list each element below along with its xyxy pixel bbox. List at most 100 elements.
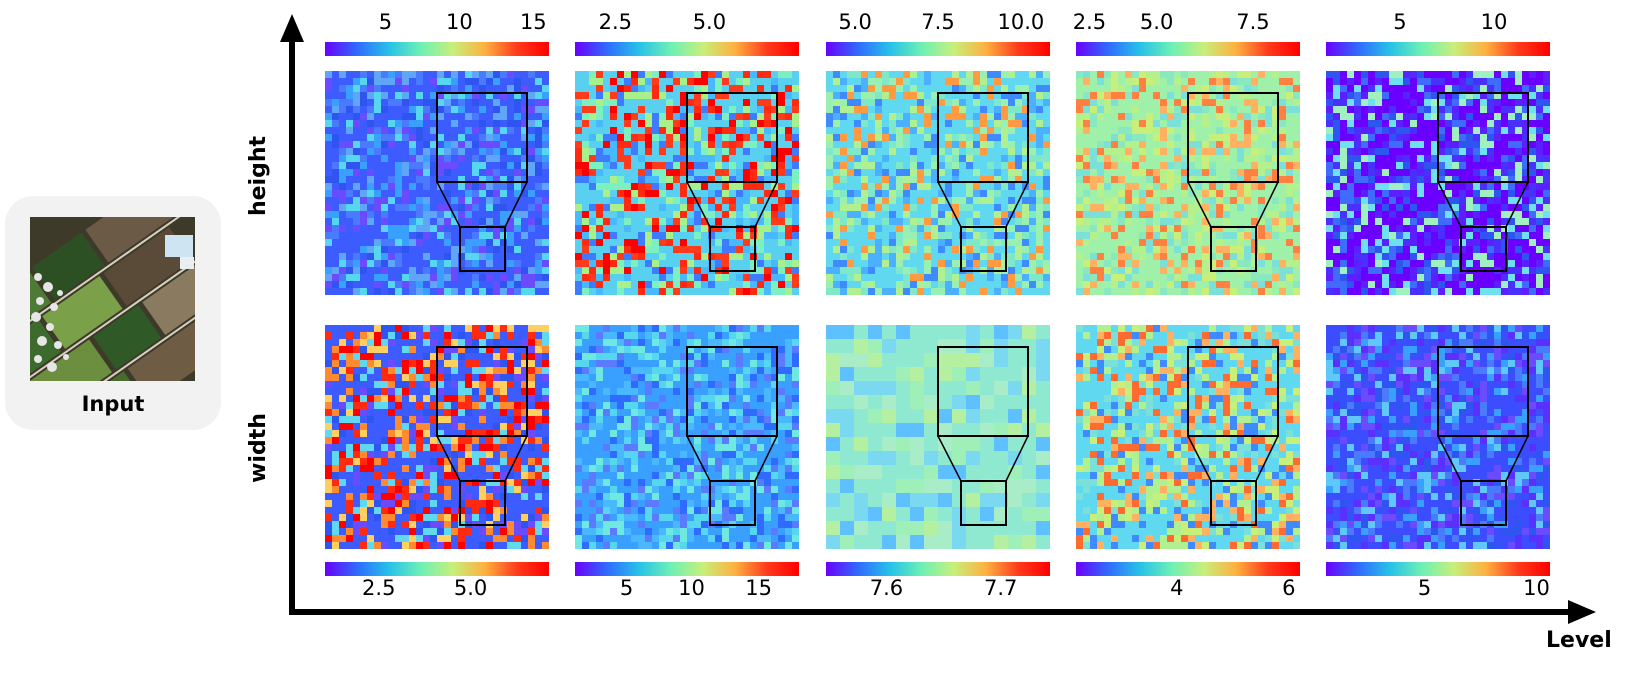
colorbar-tick-label: 4 — [1170, 576, 1184, 600]
row-label-width: width — [246, 413, 271, 483]
zoom-connector-line — [1005, 435, 1029, 482]
zoom-connector-line — [1187, 435, 1212, 482]
colorbar-gradient — [325, 562, 549, 576]
zoom-connector-line — [937, 181, 962, 228]
y-axis-arrowhead — [280, 14, 304, 42]
heatmap-width-level-5 — [1326, 325, 1550, 549]
zoom-connector-line — [1437, 435, 1462, 482]
colorbar-tick-label: 5.0 — [692, 10, 727, 34]
colorbar-tick-label: 7.7 — [984, 576, 1018, 600]
colorbar-gradient — [1326, 42, 1550, 56]
zoom-box-small — [459, 480, 506, 526]
colorbar-top-3: 5.0 7.5 10.0 — [826, 10, 1050, 56]
zoom-connector-line — [754, 181, 778, 228]
zoom-connector-line — [1255, 435, 1279, 482]
zoom-connector-line — [1437, 181, 1462, 228]
zoom-box-large — [686, 346, 778, 437]
zoom-connector-line — [754, 435, 778, 482]
zoom-connector-line — [436, 435, 461, 482]
zoom-box-small — [960, 480, 1007, 526]
colorbar-tick-label: 5 — [619, 576, 634, 600]
colorbar-bottom-1: 2.5 5.0 — [325, 562, 549, 606]
zoom-box-small — [1210, 480, 1257, 526]
heatmap-height-level-2 — [575, 71, 799, 295]
heatmap-width-level-3 — [826, 325, 1050, 549]
zoom-connector-line — [504, 435, 528, 482]
colorbar-tick-label: 10 — [1523, 576, 1550, 600]
zoom-connector-line — [1187, 181, 1212, 228]
zoom-box-small — [1460, 226, 1507, 272]
zoom-box-large — [436, 346, 528, 437]
zoom-connector-line — [1505, 435, 1529, 482]
colorbar-tick-label: 7.5 — [1236, 10, 1270, 34]
colorbar-tick-label: 15 — [745, 576, 773, 600]
zoom-connector-line — [1255, 181, 1279, 228]
zoom-box-small — [709, 480, 756, 526]
colorbar-tick-label: 10.0 — [997, 10, 1045, 34]
zoom-connector-line — [436, 181, 461, 228]
axis-label-level: Level — [1546, 628, 1612, 653]
colorbar-gradient — [575, 42, 799, 56]
colorbar-gradient — [1076, 42, 1300, 56]
colorbar-tick-label: 10 — [446, 10, 473, 34]
zoom-connector-line — [1505, 181, 1529, 228]
colorbar-bottom-5: 5 10 — [1326, 562, 1550, 606]
zoom-connector-line — [504, 181, 528, 228]
colorbar-tick-label: 6 — [1282, 576, 1296, 600]
colorbar-top-4: 2.5 5.0 7.5 — [1072, 10, 1300, 56]
colorbar-gradient — [1076, 562, 1300, 576]
colorbar-tick-label: 5.0 — [838, 10, 872, 34]
colorbar-tick-label: 2.5 — [362, 576, 396, 600]
colorbar-tick-label: 7.6 — [869, 576, 904, 600]
colorbar-gradient — [1326, 562, 1550, 576]
zoom-connector-line — [686, 181, 711, 228]
zoom-box-small — [1460, 480, 1507, 526]
zoom-box-small — [459, 226, 506, 272]
colorbar-tick-label: 5.0 — [453, 576, 488, 600]
colorbar-bottom-2: 5 10 15 — [575, 562, 799, 606]
colorbar-tick-label: 15 — [519, 10, 547, 34]
colorbar-gradient — [826, 42, 1050, 56]
colorbar-tick-label: 2.5 — [598, 10, 633, 34]
colorbar-gradient — [575, 562, 799, 576]
colorbar-top-5: 5 10 — [1326, 10, 1550, 56]
colorbar-top-1: 5 10 15 — [325, 10, 549, 56]
input-label: Input — [81, 392, 145, 416]
colorbar-tick-label: 2.5 — [1072, 10, 1107, 34]
heatmap-width-level-2 — [575, 325, 799, 549]
colorbar-tick-label: 5 — [1417, 576, 1432, 600]
x-axis-arrowhead — [1568, 600, 1596, 624]
colorbar-tick-label: 5.0 — [1139, 10, 1174, 34]
colorbar-bottom-3: 7.6 7.7 — [826, 562, 1050, 606]
colorbar-tick-label: 10 — [678, 576, 705, 600]
colorbar-gradient — [325, 42, 549, 56]
zoom-box-large — [937, 346, 1029, 437]
zoom-box-large — [436, 92, 528, 183]
heatmap-height-level-3 — [826, 71, 1050, 295]
zoom-box-large — [1437, 346, 1529, 437]
zoom-connector-line — [686, 435, 711, 482]
zoom-box-large — [1187, 92, 1279, 183]
heatmap-height-level-4 — [1076, 71, 1300, 295]
zoom-box-small — [960, 226, 1007, 272]
heatmap-height-level-1 — [325, 71, 549, 295]
colorbar-gradient — [826, 562, 1050, 576]
heatmap-height-level-5 — [1326, 71, 1550, 295]
zoom-box-small — [1210, 226, 1257, 272]
zoom-box-large — [1187, 346, 1279, 437]
zoom-box-large — [937, 92, 1029, 183]
colorbar-tick-label: 7.5 — [921, 10, 955, 34]
colorbar-bottom-4: 4 6 — [1076, 562, 1300, 606]
zoom-connector-line — [1005, 181, 1029, 228]
zoom-box-small — [709, 226, 756, 272]
heatmap-width-level-1 — [325, 325, 549, 549]
colorbar-tick-label: 5 — [1393, 10, 1407, 34]
colorbar-top-2: 2.5 5.0 — [575, 10, 799, 56]
heatmap-width-level-4 — [1076, 325, 1300, 549]
input-card: Input — [0, 183, 262, 456]
zoom-connector-line — [937, 435, 962, 482]
colorbar-tick-label: 10 — [1480, 10, 1508, 34]
row-label-height: height — [246, 135, 271, 217]
zoom-box-large — [686, 92, 778, 183]
